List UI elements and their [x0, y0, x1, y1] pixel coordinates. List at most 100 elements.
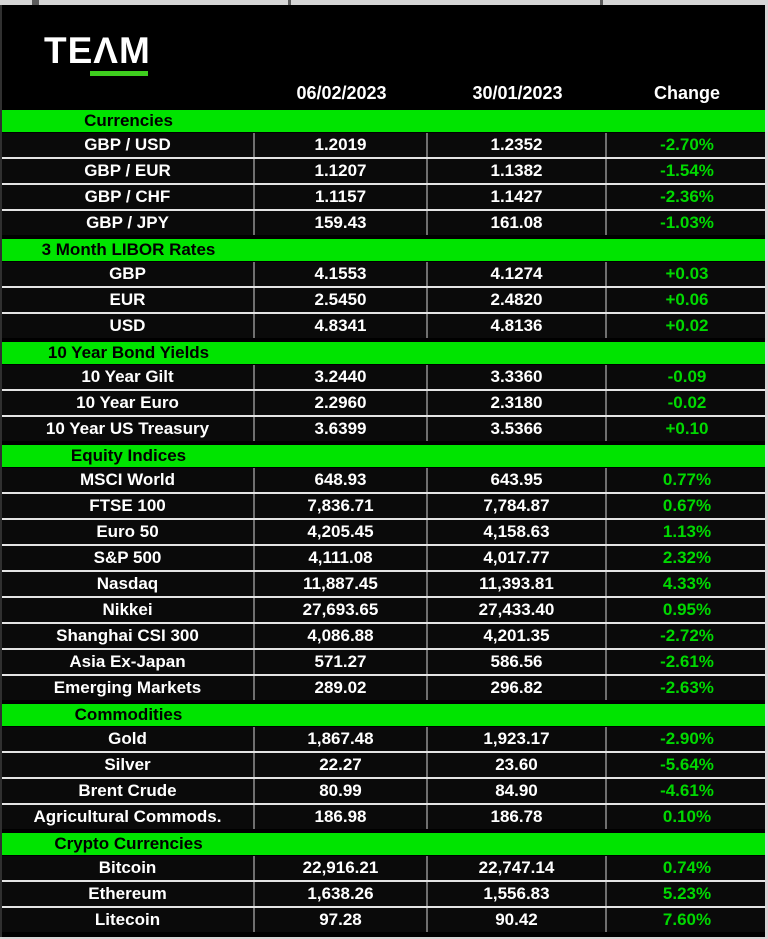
row-value-previous: 23.60 [428, 753, 607, 777]
table-row: Nikkei 27,693.65 27,433.40 0.95% [2, 598, 765, 624]
row-value-current: 22.27 [255, 753, 428, 777]
row-value-previous: 3.5366 [428, 417, 607, 441]
row-label: Bitcoin [2, 856, 255, 880]
row-label: GBP / EUR [2, 159, 255, 183]
column-header-change: Change [653, 83, 720, 103]
row-change: 7.60% [662, 910, 712, 929]
row-change: -2.70% [660, 135, 714, 154]
row-label: Litecoin [2, 908, 255, 932]
row-value-current: 97.28 [255, 908, 428, 932]
section-bar: Crypto Currencies [2, 831, 765, 856]
table-row: GBP 4.1553 4.1274 +0.03 [2, 262, 765, 288]
row-value-current: 4,086.88 [255, 624, 428, 648]
row-change: +0.10 [665, 419, 709, 438]
table-row: Emerging Markets 289.02 296.82 -2.63% [2, 676, 765, 702]
table-row: Litecoin 97.28 90.42 7.60% [2, 908, 765, 934]
row-value-current: 4,205.45 [255, 520, 428, 544]
row-value-previous: 1.1382 [428, 159, 607, 183]
row-value-current: 289.02 [255, 676, 428, 700]
table-row: GBP / CHF 1.1157 1.1427 -2.36% [2, 185, 765, 211]
section-title: Equity Indices [70, 446, 187, 465]
row-label: MSCI World [2, 468, 255, 492]
row-change: +0.03 [665, 264, 709, 283]
row-change: -2.36% [660, 187, 714, 206]
row-value-previous: 4,017.77 [428, 546, 607, 570]
table-row: Gold 1,867.48 1,923.17 -2.90% [2, 727, 765, 753]
row-change: -1.54% [660, 161, 714, 180]
table-row: Bitcoin 22,916.21 22,747.14 0.74% [2, 856, 765, 882]
row-value-previous: 4.1274 [428, 262, 607, 286]
row-label: GBP / USD [2, 133, 255, 157]
row-value-current: 2.2960 [255, 391, 428, 415]
row-change: -2.72% [660, 626, 714, 645]
row-value-current: 11,887.45 [255, 572, 428, 596]
table-row: GBP / USD 1.2019 1.2352 -2.70% [2, 133, 765, 159]
table-row: Shanghai CSI 300 4,086.88 4,201.35 -2.72% [2, 624, 765, 650]
table-row: 10 Year Gilt 3.2440 3.3360 -0.09 [2, 365, 765, 391]
row-value-current: 3.2440 [255, 365, 428, 389]
window-edge-artifact [32, 0, 39, 5]
row-change: 1.13% [662, 522, 712, 541]
row-label: Agricultural Commods. [2, 805, 255, 829]
row-label: EUR [2, 288, 255, 312]
row-change: 2.32% [662, 548, 712, 567]
row-value-current: 186.98 [255, 805, 428, 829]
section-bar: 10 Year Bond Yields [2, 340, 765, 365]
row-value-current: 571.27 [255, 650, 428, 674]
row-label: Asia Ex-Japan [2, 650, 255, 674]
section-bar: 3 Month LIBOR Rates [2, 237, 765, 262]
row-label: Nikkei [2, 598, 255, 622]
table-row: Silver 22.27 23.60 -5.64% [2, 753, 765, 779]
row-label: Euro 50 [2, 520, 255, 544]
row-label: Shanghai CSI 300 [2, 624, 255, 648]
sections-container: Currencies GBP / USD 1.2019 1.2352 -2.70% GBP… [2, 108, 765, 934]
row-label: USD [2, 314, 255, 338]
row-label: 10 Year US Treasury [2, 417, 255, 441]
row-value-previous: 1.1427 [428, 185, 607, 209]
row-label: 10 Year Gilt [2, 365, 255, 389]
row-value-previous: 90.42 [428, 908, 607, 932]
table-row: Brent Crude 80.99 84.90 -4.61% [2, 779, 765, 805]
row-label: Brent Crude [2, 779, 255, 803]
row-value-previous: 4,158.63 [428, 520, 607, 544]
row-change: +0.02 [665, 316, 709, 335]
row-label: Emerging Markets [2, 676, 255, 700]
row-value-previous: 1.2352 [428, 133, 607, 157]
row-value-previous: 643.95 [428, 468, 607, 492]
section-bar: Equity Indices [2, 443, 765, 468]
row-change: +0.06 [665, 290, 709, 309]
row-value-previous: 3.3360 [428, 365, 607, 389]
row-change: 4.33% [662, 574, 712, 593]
row-label: GBP [2, 262, 255, 286]
row-value-current: 1,638.26 [255, 882, 428, 906]
row-change: -2.63% [660, 678, 714, 697]
table-row: USD 4.8341 4.8136 +0.02 [2, 314, 765, 340]
table-row: Euro 50 4,205.45 4,158.63 1.13% [2, 520, 765, 546]
market-report-sheet: TEΛM 06/02/2023 30/01/2023 Change Curren… [0, 5, 765, 937]
row-value-current: 1.2019 [255, 133, 428, 157]
column-header-previous-date: 30/01/2023 [472, 83, 563, 103]
row-value-previous: 161.08 [428, 211, 607, 235]
row-label: Silver [2, 753, 255, 777]
row-change: 0.10% [662, 807, 712, 826]
section-title: 3 Month LIBOR Rates [41, 240, 216, 259]
row-value-previous: 7,784.87 [428, 494, 607, 518]
header-band: TEΛM 06/02/2023 30/01/2023 Change [2, 5, 765, 108]
row-value-current: 159.43 [255, 211, 428, 235]
row-change: -4.61% [660, 781, 714, 800]
row-value-current: 4,111.08 [255, 546, 428, 570]
table-row: S&P 500 4,111.08 4,017.77 2.32% [2, 546, 765, 572]
row-label: GBP / CHF [2, 185, 255, 209]
row-change: 0.95% [662, 600, 712, 619]
row-label: GBP / JPY [2, 211, 255, 235]
window-edge-artifact [288, 0, 291, 5]
table-row: FTSE 100 7,836.71 7,784.87 0.67% [2, 494, 765, 520]
row-change: -2.90% [660, 729, 714, 748]
row-value-current: 27,693.65 [255, 598, 428, 622]
row-value-previous: 586.56 [428, 650, 607, 674]
column-header-current-date: 06/02/2023 [296, 83, 387, 103]
table-row: 10 Year Euro 2.2960 2.3180 -0.02 [2, 391, 765, 417]
row-label: Nasdaq [2, 572, 255, 596]
table-bottom-border [2, 934, 765, 937]
